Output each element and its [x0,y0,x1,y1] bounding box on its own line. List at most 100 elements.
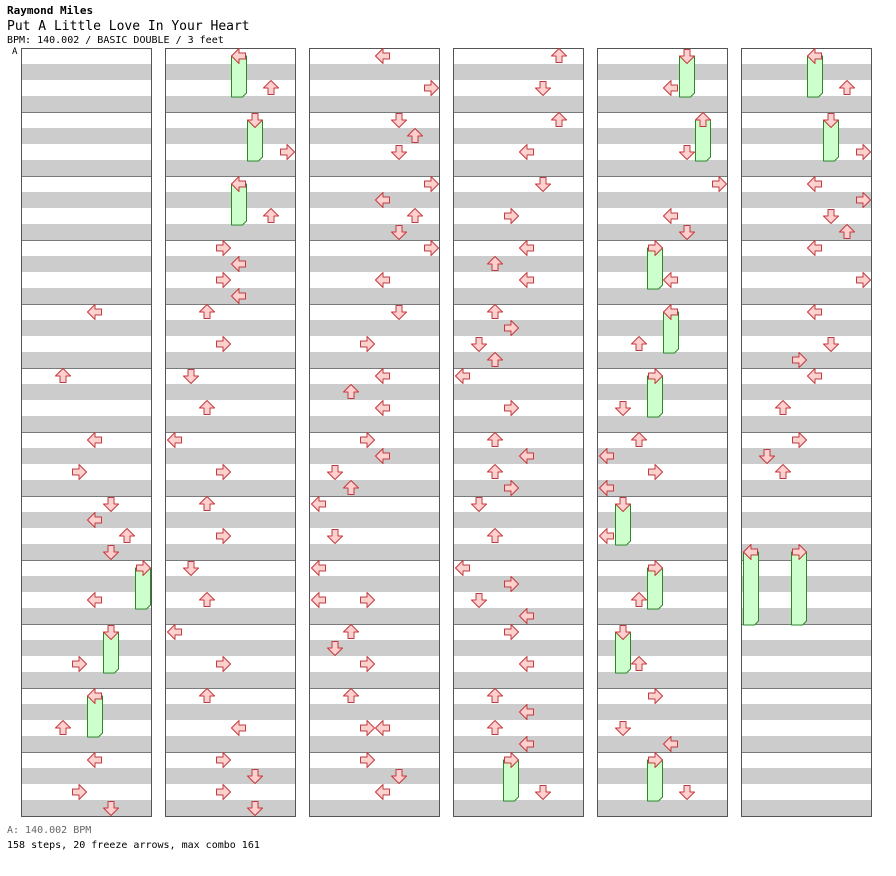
bpm-marker: A [12,47,18,57]
step-arrow-up [631,592,647,607]
step-arrow-down [759,449,775,464]
measure [165,240,296,304]
step-arrow-down [103,801,119,816]
measure [165,176,296,240]
freeze-arrow-down [615,625,631,674]
measure [165,304,296,368]
step-arrow-up [343,624,359,639]
freeze-head-arrow [615,497,631,512]
step-arrow-left [519,144,534,160]
step-arrow-down [391,769,407,784]
step-arrow-up [199,496,215,511]
step-arrow-down [471,497,487,512]
measure [165,496,296,560]
freeze-arrow-down [615,497,631,546]
freeze-head-arrow [807,48,822,64]
measure [453,240,584,304]
measure [741,368,872,432]
freeze-arrow-left [807,48,823,98]
freeze-head-arrow [231,48,246,64]
song-title: Put A Little Love In Your Heart [7,19,250,34]
freeze-head-arrow [695,112,711,127]
chart-column-4 [453,48,584,817]
step-arrow-right [216,784,231,800]
freeze-arrow-right [791,544,807,626]
step-arrow-up [631,656,647,671]
measure [597,688,728,752]
step-arrow-right [792,432,807,448]
step-arrow-up [631,432,647,447]
step-arrow-left [87,512,102,528]
step-arrow-left [87,752,102,768]
step-arrow-left [519,736,534,752]
step-arrow-down [247,769,263,784]
measure [453,688,584,752]
step-arrow-right [216,272,231,288]
step-arrow-left [87,592,102,608]
measure [309,688,440,752]
step-arrow-left [311,496,326,512]
step-arrow-up [55,368,71,383]
column-frame [741,48,872,817]
step-arrow-up [263,208,279,223]
step-arrow-up [199,400,215,415]
step-arrow-down [535,785,551,800]
chart-column-2 [165,48,296,817]
measure [21,432,152,496]
step-arrow-right [504,320,519,336]
step-arrow-up [55,720,71,735]
step-arrow-right [856,192,871,208]
step-arrow-down [679,785,695,800]
step-arrow-left [231,720,246,736]
step-arrow-left [167,432,182,448]
step-arrow-down [391,113,407,128]
measure [165,432,296,496]
step-arrow-right [648,464,663,480]
measure [741,688,872,752]
step-arrow-up [487,720,503,735]
measure [21,560,152,624]
step-arrow-up [839,224,855,239]
step-arrow-up [487,256,503,271]
measure [453,496,584,560]
column-frame [165,48,296,817]
measure [21,496,152,560]
step-arrow-up [199,304,215,319]
freeze-arrow-left [87,688,103,738]
freeze-arrow-down [103,625,119,674]
chart-column-5 [597,48,728,817]
column-frame [597,48,728,817]
measure [597,432,728,496]
measure [165,560,296,624]
step-arrow-up [407,128,423,143]
step-arrow-left [87,432,102,448]
step-arrow-up [487,432,503,447]
step-arrow-up [487,528,503,543]
step-arrow-left [807,368,822,384]
step-arrow-up [343,688,359,703]
step-arrow-left [375,48,390,64]
step-arrow-right [216,752,231,768]
step-arrow-up [343,384,359,399]
step-arrow-left [519,656,534,672]
step-arrow-left [663,736,678,752]
step-arrow-down [679,145,695,160]
measure [453,112,584,176]
freeze-head-arrow [615,625,631,640]
measure [309,560,440,624]
measure [309,496,440,560]
step-arrow-up [407,208,423,223]
step-arrow-down [679,225,695,240]
step-arrow-down [183,561,199,576]
step-arrow-left [455,368,470,384]
step-arrow-right [360,592,375,608]
freeze-arrow-right [647,752,663,802]
freeze-arrow-down [823,113,839,162]
freeze-head-arrow [504,752,519,768]
measure [165,112,296,176]
step-arrow-left [375,720,390,736]
step-arrow-up [487,352,503,367]
step-arrow-left [663,272,678,288]
measure [309,176,440,240]
